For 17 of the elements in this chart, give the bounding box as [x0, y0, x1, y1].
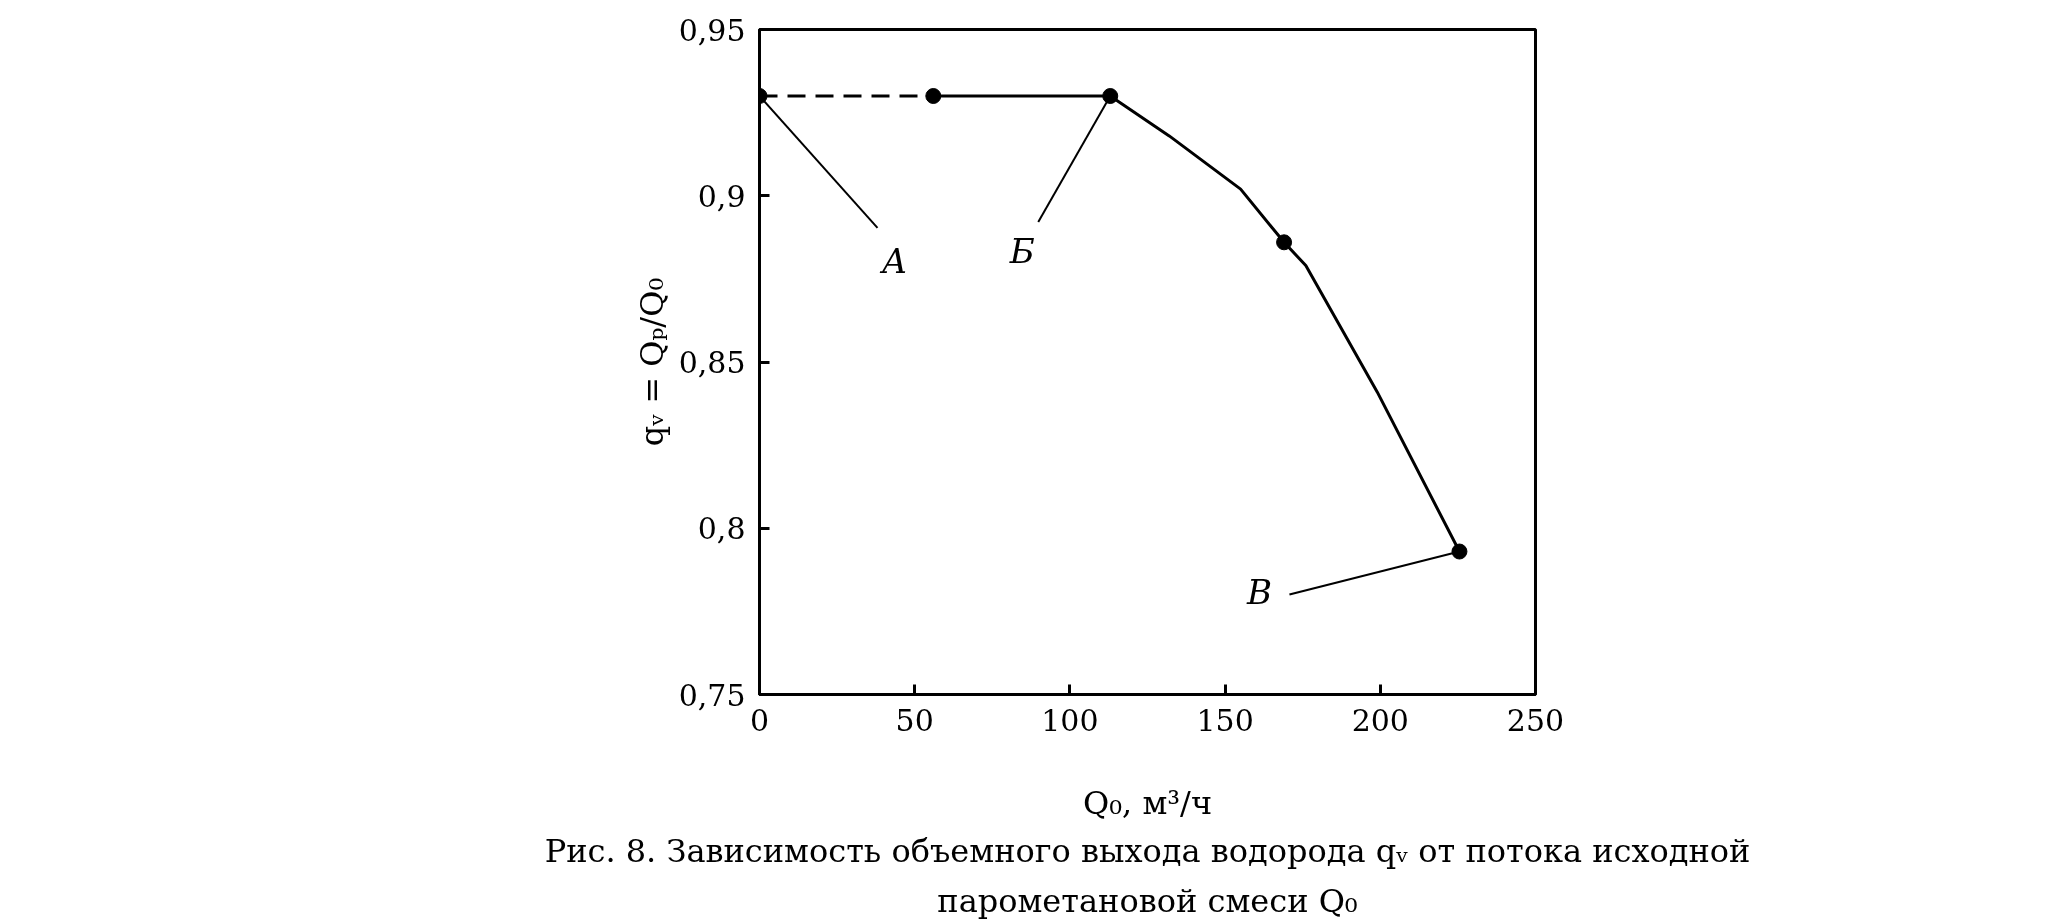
annotation: В [1245, 571, 1272, 612]
y-tick-label: 0,95 [678, 12, 746, 48]
y-axis-title: qᵥ = Qₚ/Q₀ [632, 277, 671, 447]
x-tick-label: 50 [895, 702, 934, 738]
x-axis-title: Q₀, м³/ч [1082, 783, 1213, 822]
text: Рис. 8. Зависимость объемного выхода водорода qᵥ от потока исходной парометановой смеси Q₀ [544, 831, 1751, 920]
x-tick-label: 250 [1506, 702, 1565, 738]
annotation: Б [1008, 230, 1035, 271]
y-tick-label: 0,85 [678, 345, 746, 380]
x-tick-label: 200 [1351, 702, 1409, 738]
x-tick-label: 150 [1196, 702, 1254, 738]
y-tick-label: 0,9 [697, 178, 746, 214]
y-tick-label: 0,8 [697, 511, 746, 547]
x-tick-label: 100 [1041, 702, 1099, 738]
annotation: А [879, 240, 908, 281]
y-tick-label: 0,75 [678, 677, 746, 713]
x-tick-label: 0 [749, 702, 770, 738]
